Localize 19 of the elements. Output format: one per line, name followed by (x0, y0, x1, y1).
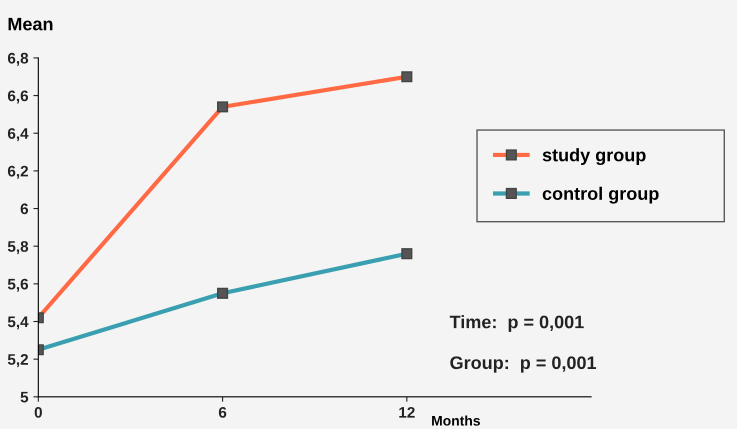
y-tick-label: 5,8 (8, 241, 28, 254)
y-tick-label: 5,6 (8, 278, 28, 292)
y-tick-label: 6,6 (8, 90, 28, 104)
x-tick-label: 0 (34, 406, 42, 418)
y-tick-label: 5,4 (8, 316, 29, 330)
y-tick-label: 6 (20, 203, 28, 214)
legend-label: study group (542, 148, 646, 166)
legend-label: control group (542, 186, 659, 204)
annotation: Group: p = 0,001 (450, 356, 596, 373)
x-axis-title: Months (432, 415, 480, 426)
x-tick-label: 6 (218, 406, 226, 418)
y-tick-label: 6,4 (8, 128, 29, 142)
annotation: Time: p = 0,001 (450, 315, 584, 332)
y-tick-label: 6,2 (8, 166, 28, 179)
y-tick-label: 6,8 (8, 52, 28, 66)
x-tick-label: 12 (399, 406, 415, 418)
y-tick-label: 5,2 (8, 354, 28, 368)
y-axis-title: Mean (8, 18, 52, 30)
y-tick-label: 5 (20, 392, 28, 403)
